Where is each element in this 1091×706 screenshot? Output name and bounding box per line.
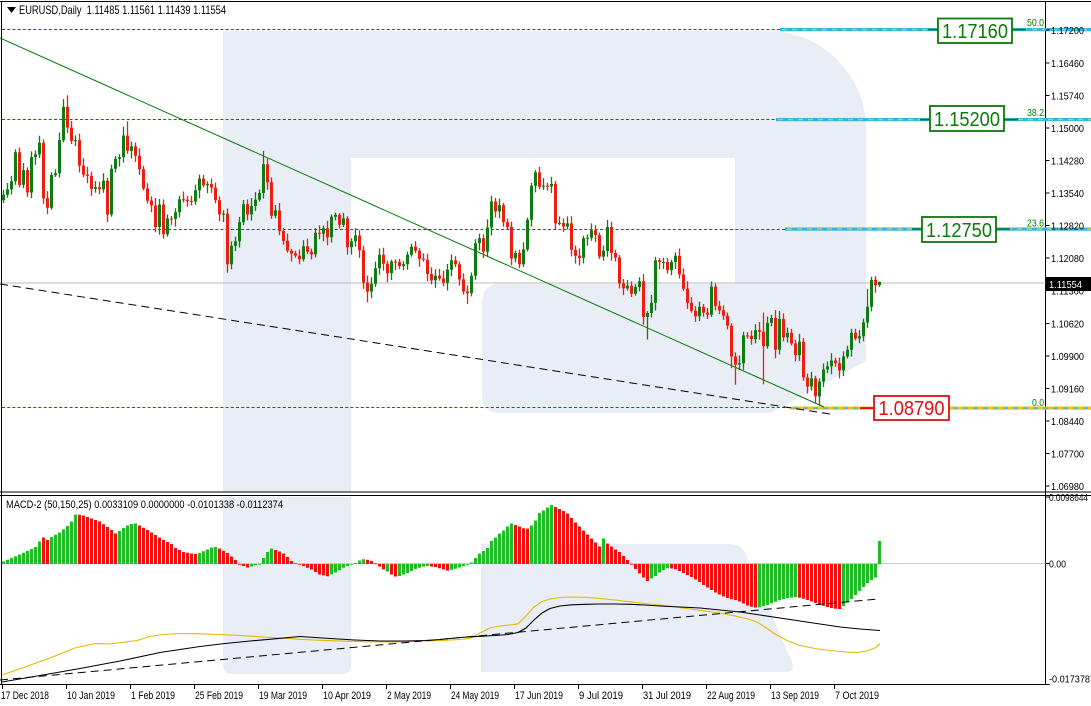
svg-text:13 Sep 2019: 13 Sep 2019 xyxy=(771,690,819,702)
svg-text:50.0: 50.0 xyxy=(1027,18,1044,29)
svg-text:1 Feb 2019: 1 Feb 2019 xyxy=(131,690,175,702)
svg-text:1.10620: 1.10620 xyxy=(1051,318,1084,330)
svg-text:25 Feb 2019: 25 Feb 2019 xyxy=(195,690,243,702)
svg-text:1.12820: 1.12820 xyxy=(1051,220,1084,232)
svg-text:1.15000: 1.15000 xyxy=(1051,123,1084,135)
svg-text:17 Dec 2018: 17 Dec 2018 xyxy=(1,690,49,702)
svg-text:1.08440: 1.08440 xyxy=(1051,416,1084,428)
svg-text:1.09160: 1.09160 xyxy=(1051,383,1084,395)
svg-text:22 Aug 2019: 22 Aug 2019 xyxy=(707,690,755,702)
svg-text:1.11554: 1.11554 xyxy=(1049,279,1082,291)
svg-text:1.12080: 1.12080 xyxy=(1051,253,1084,265)
svg-text:1.14280: 1.14280 xyxy=(1051,155,1084,167)
svg-text:EURUSD,Daily 1.11485 1.11561: EURUSD,Daily 1.11485 1.11561 1.11439 1.1… xyxy=(19,3,226,17)
svg-text:1.17160: 1.17160 xyxy=(942,20,1008,43)
svg-text:1.07700: 1.07700 xyxy=(1051,448,1084,460)
svg-text:10 Jan 2019: 10 Jan 2019 xyxy=(67,690,115,702)
svg-text:1.13540: 1.13540 xyxy=(1051,188,1084,200)
svg-text:0.0: 0.0 xyxy=(1032,398,1044,409)
svg-text:24 May 2019: 24 May 2019 xyxy=(451,690,499,702)
svg-text:0.0098644: 0.0098644 xyxy=(1049,492,1088,504)
svg-text:7 Oct 2019: 7 Oct 2019 xyxy=(835,690,879,702)
svg-text:1.08790: 1.08790 xyxy=(879,397,945,420)
svg-text:2 May 2019: 2 May 2019 xyxy=(387,690,431,702)
svg-text:1.06980: 1.06980 xyxy=(1051,481,1084,493)
svg-text:23.6: 23.6 xyxy=(1027,219,1044,230)
svg-text:MACD-2 (50,150,25) 0.0033109 0: MACD-2 (50,150,25) 0.0033109 0.0000000 -… xyxy=(6,499,283,511)
svg-text:1.09900: 1.09900 xyxy=(1051,351,1084,363)
svg-text:9 Jul 2019: 9 Jul 2019 xyxy=(579,690,623,702)
svg-text:38.2: 38.2 xyxy=(1027,108,1044,119)
svg-text:31 Jul 2019: 31 Jul 2019 xyxy=(643,690,691,702)
svg-text:1.17200: 1.17200 xyxy=(1051,25,1084,37)
svg-text:10 Apr 2019: 10 Apr 2019 xyxy=(323,690,371,702)
svg-text:1.12750: 1.12750 xyxy=(926,219,992,242)
svg-text:1.16460: 1.16460 xyxy=(1051,58,1084,70)
svg-text:17 Jun 2019: 17 Jun 2019 xyxy=(515,690,563,702)
svg-text:-0.0173787: -0.0173787 xyxy=(1049,673,1091,685)
svg-text:0.00: 0.00 xyxy=(1049,558,1066,570)
svg-text:19 Mar 2019: 19 Mar 2019 xyxy=(259,690,307,702)
svg-text:1.15740: 1.15740 xyxy=(1051,90,1084,102)
svg-text:1.15200: 1.15200 xyxy=(934,108,1000,131)
